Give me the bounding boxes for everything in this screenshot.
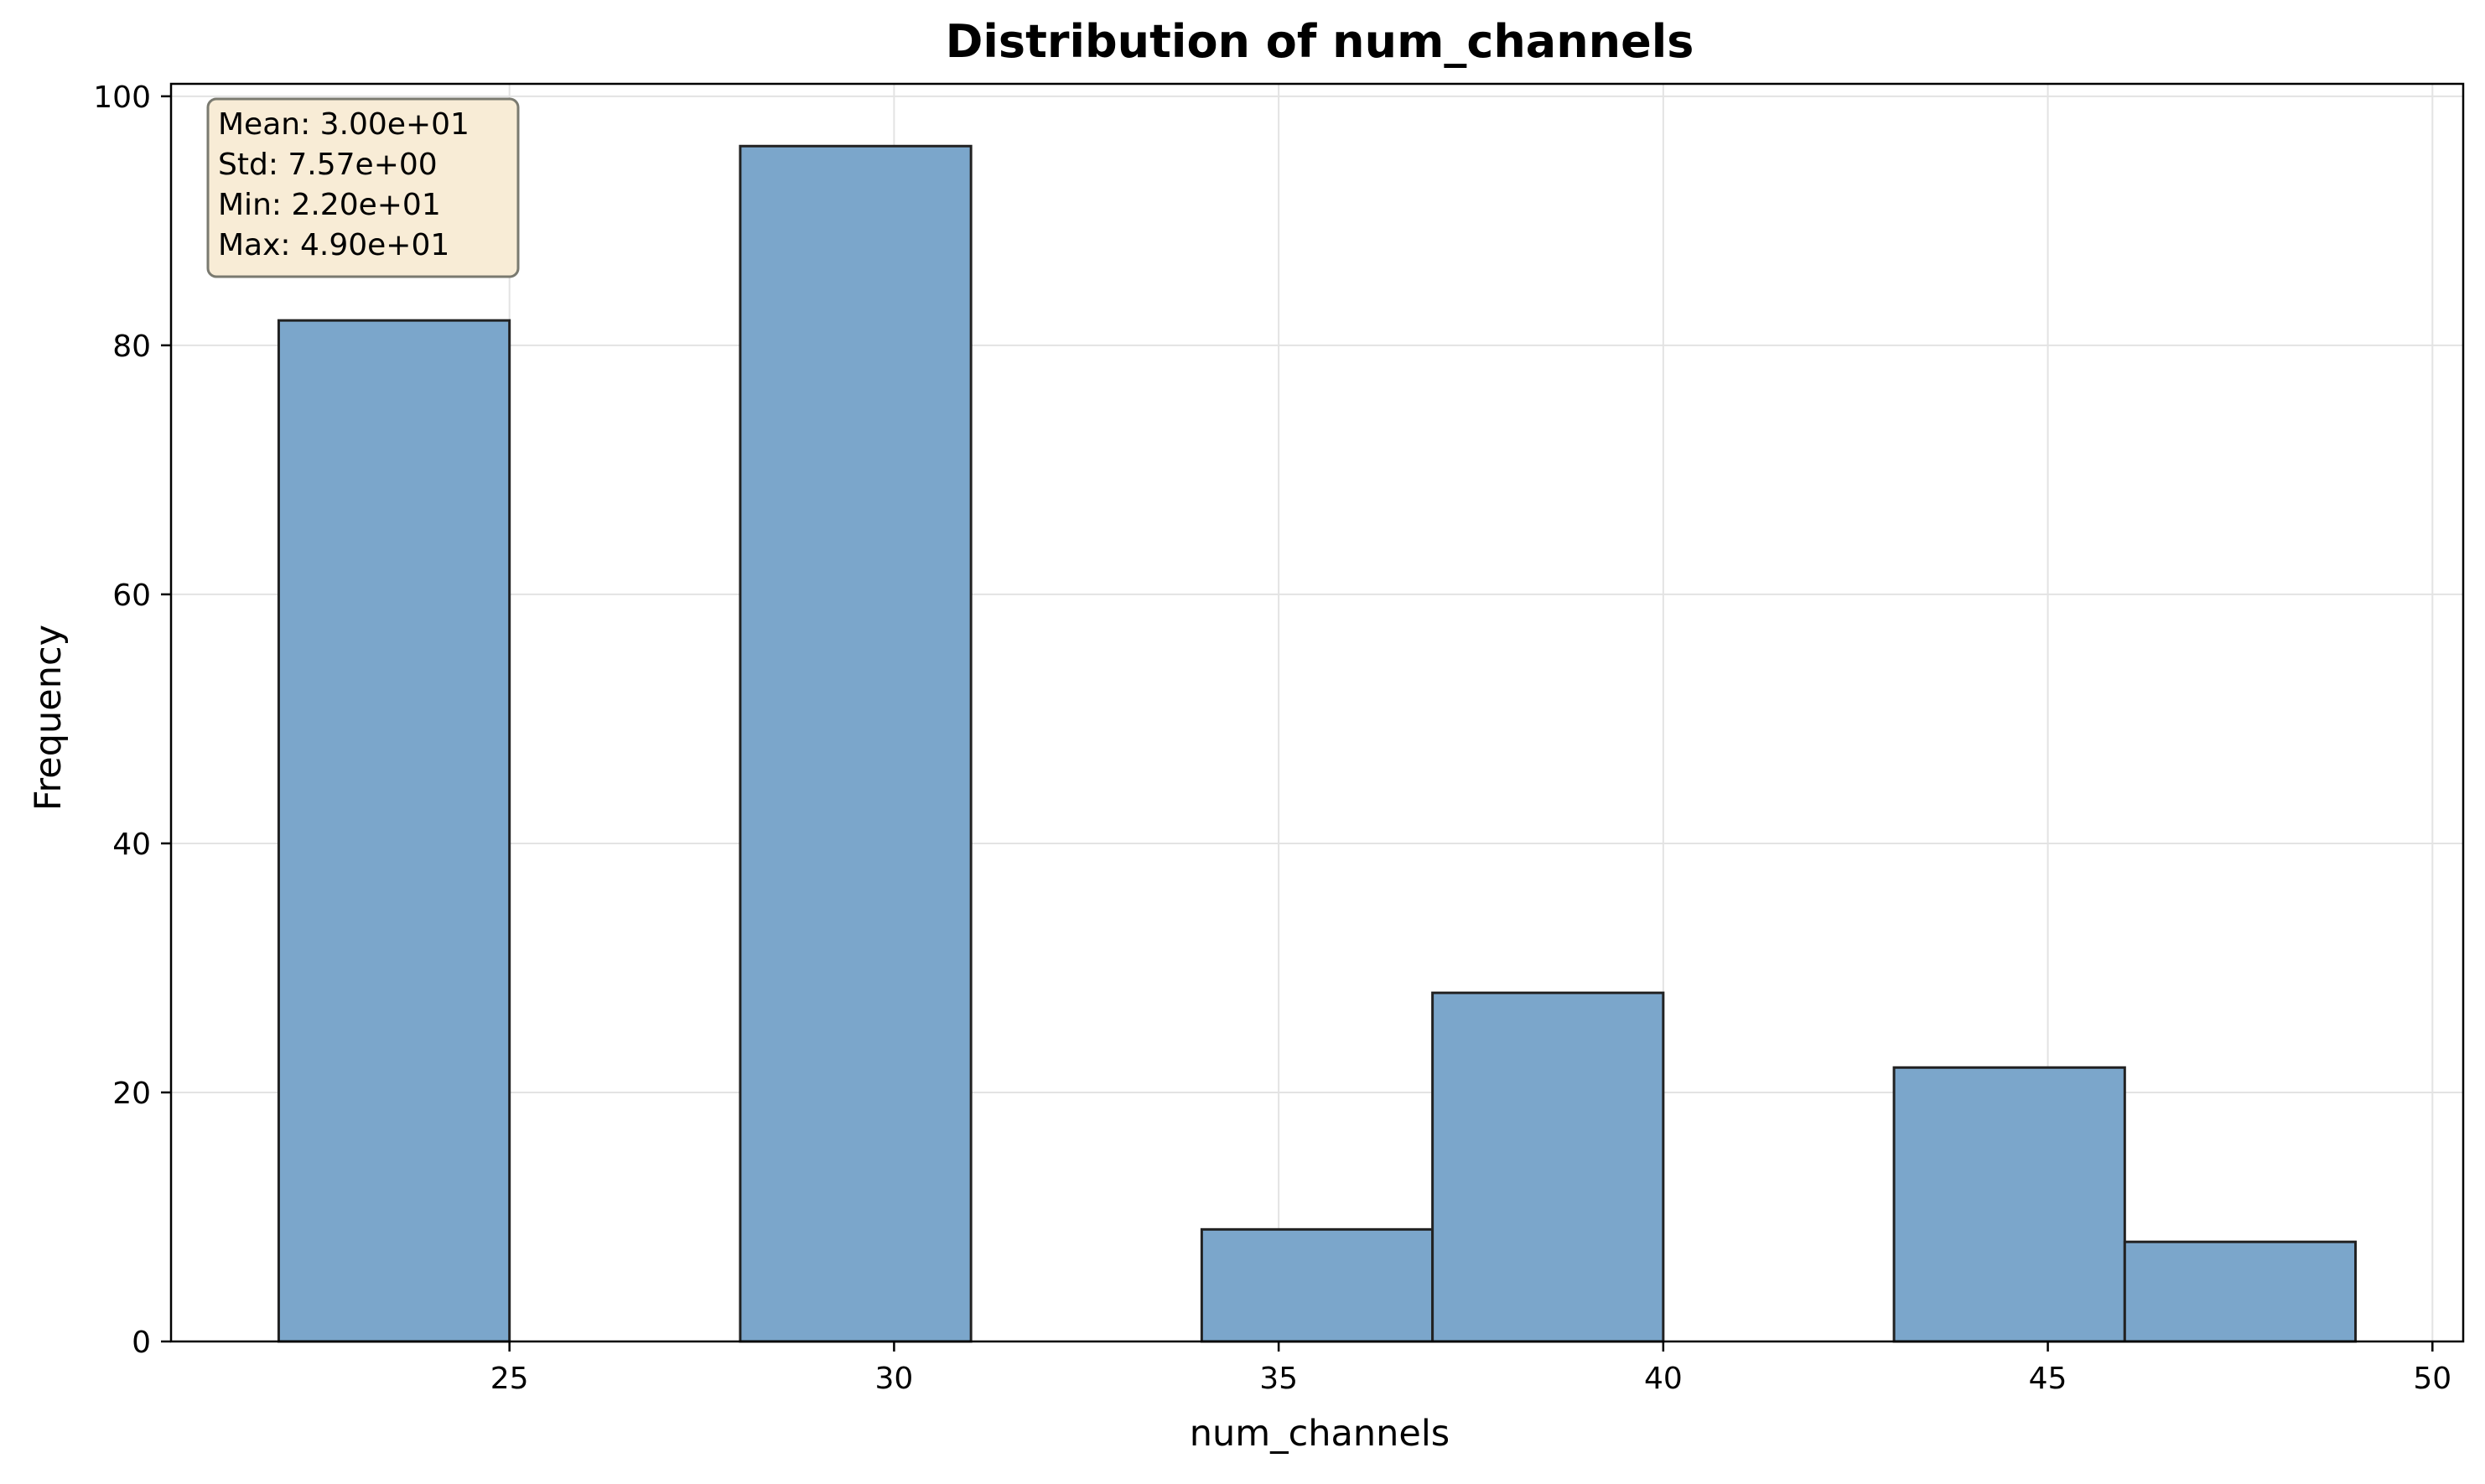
stats-line: Mean: 3.00e+01 (218, 107, 470, 142)
bars (277, 144, 2358, 1343)
stats-line: Std: 7.57e+00 (218, 148, 438, 182)
histogram-bar (277, 319, 511, 1343)
x-tick-label: 45 (2029, 1362, 2067, 1396)
histogram-bar (1200, 1227, 1434, 1343)
stats-line: Max: 4.90e+01 (218, 228, 449, 262)
stats-box-background (206, 97, 520, 278)
y-tick-label: 80 (112, 329, 151, 364)
y-tick-label: 40 (112, 828, 151, 862)
y-tick-label: 100 (93, 80, 151, 115)
chart-title: Distribution of num_channels (946, 15, 1694, 68)
y-tick-label: 60 (112, 579, 151, 613)
y-axis-label: Frequency (28, 625, 70, 811)
x-tick-label: 40 (1644, 1362, 1683, 1396)
x-axis-label: num_channels (1190, 1413, 1450, 1455)
plot-frame (169, 82, 2465, 1343)
x-tick-label: 30 (874, 1362, 913, 1396)
x-tick-label: 50 (2413, 1362, 2451, 1396)
histogram-bar (739, 144, 973, 1343)
x-tick-label: 25 (490, 1362, 529, 1396)
y-tick-label: 20 (112, 1077, 151, 1111)
histogram-bar (1431, 991, 1665, 1343)
x-tick-label: 35 (1259, 1362, 1298, 1396)
stats-line: Min: 2.20e+01 (218, 188, 441, 222)
y-ticks: 0 20 40 60 80 100 (93, 80, 171, 1360)
y-tick-label: 0 (132, 1326, 151, 1360)
stats-box: Mean: 3.00e+01 Std: 7.57e+00 Min: 2.20e+01… (206, 97, 520, 278)
x-ticks: 25 30 35 40 45 50 (490, 1341, 2451, 1396)
histogram-bar (2123, 1240, 2358, 1343)
histogram-bar (1892, 1066, 2126, 1343)
